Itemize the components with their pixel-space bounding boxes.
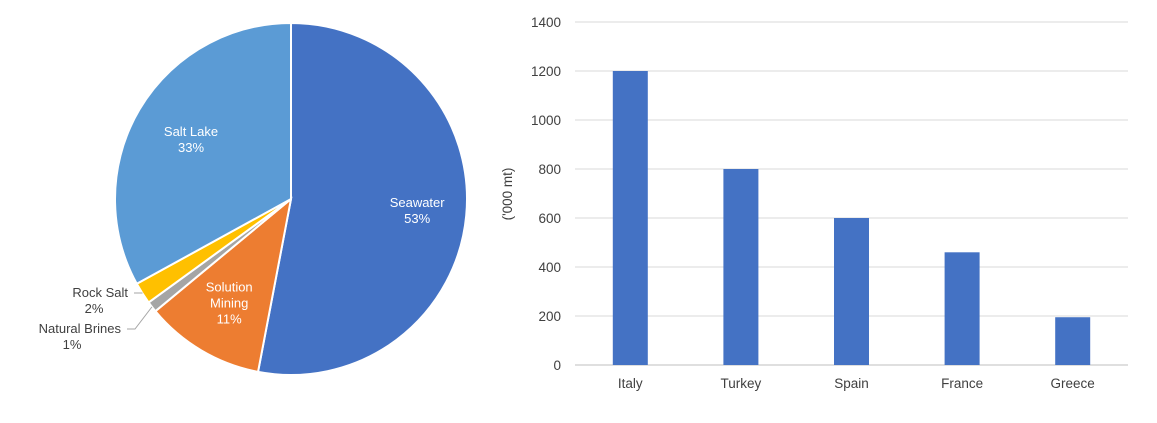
x-tick-label-greece: Greece [1051,376,1095,391]
y-tick-label: 1400 [531,15,561,30]
bar-greece [1055,317,1091,365]
pie-percent-natural-brines: 1% [63,337,82,352]
pie-label-solution-mining: Solution [206,280,253,295]
bar-chart: 0 200 400 600 800 1000 1200 1400 ('000 mt) Italy T… [500,15,1128,391]
pie-label-seawater: Seawater [390,195,446,210]
pie-slice-seawater [256,21,468,376]
pie-percent-rock-salt: 2% [85,301,104,316]
y-tick-label: 400 [538,260,561,275]
pie-percent-seawater: 53% [404,211,430,226]
y-tick-label: 600 [538,211,561,226]
bar-spain [834,218,869,365]
y-tick-label: 200 [538,309,561,324]
pie-slice-solution-mining [153,196,293,374]
x-tick-label-turkey: Turkey [721,376,762,391]
pie-percent-salt-lake: 33% [178,140,204,155]
pie-percent-solution-mining: 11% [217,312,242,327]
y-tick-label: 0 [553,358,561,373]
pie-label-rock-salt: Rock Salt [72,285,128,300]
x-tick-label-italy: Italy [618,376,643,391]
pie-label-salt-lake: Salt Lake [164,124,218,139]
pie-slice-salt-lake [114,21,292,286]
pie-label-natural-brines: Natural Brines [39,321,122,336]
y-tick-label: 1200 [531,64,561,79]
x-tick-label-spain: Spain [834,376,869,391]
y-axis-label: ('000 mt) [500,168,515,221]
y-tick-label: 1000 [531,113,561,128]
bar-france [944,252,980,365]
x-tick-label-france: France [941,376,983,391]
y-tick-label: 800 [538,162,561,177]
bar-italy [612,71,648,365]
pie-leader-natural-brines [127,306,153,330]
bar-turkey [723,169,759,365]
pie-label-solution-mining: Mining [210,296,248,311]
